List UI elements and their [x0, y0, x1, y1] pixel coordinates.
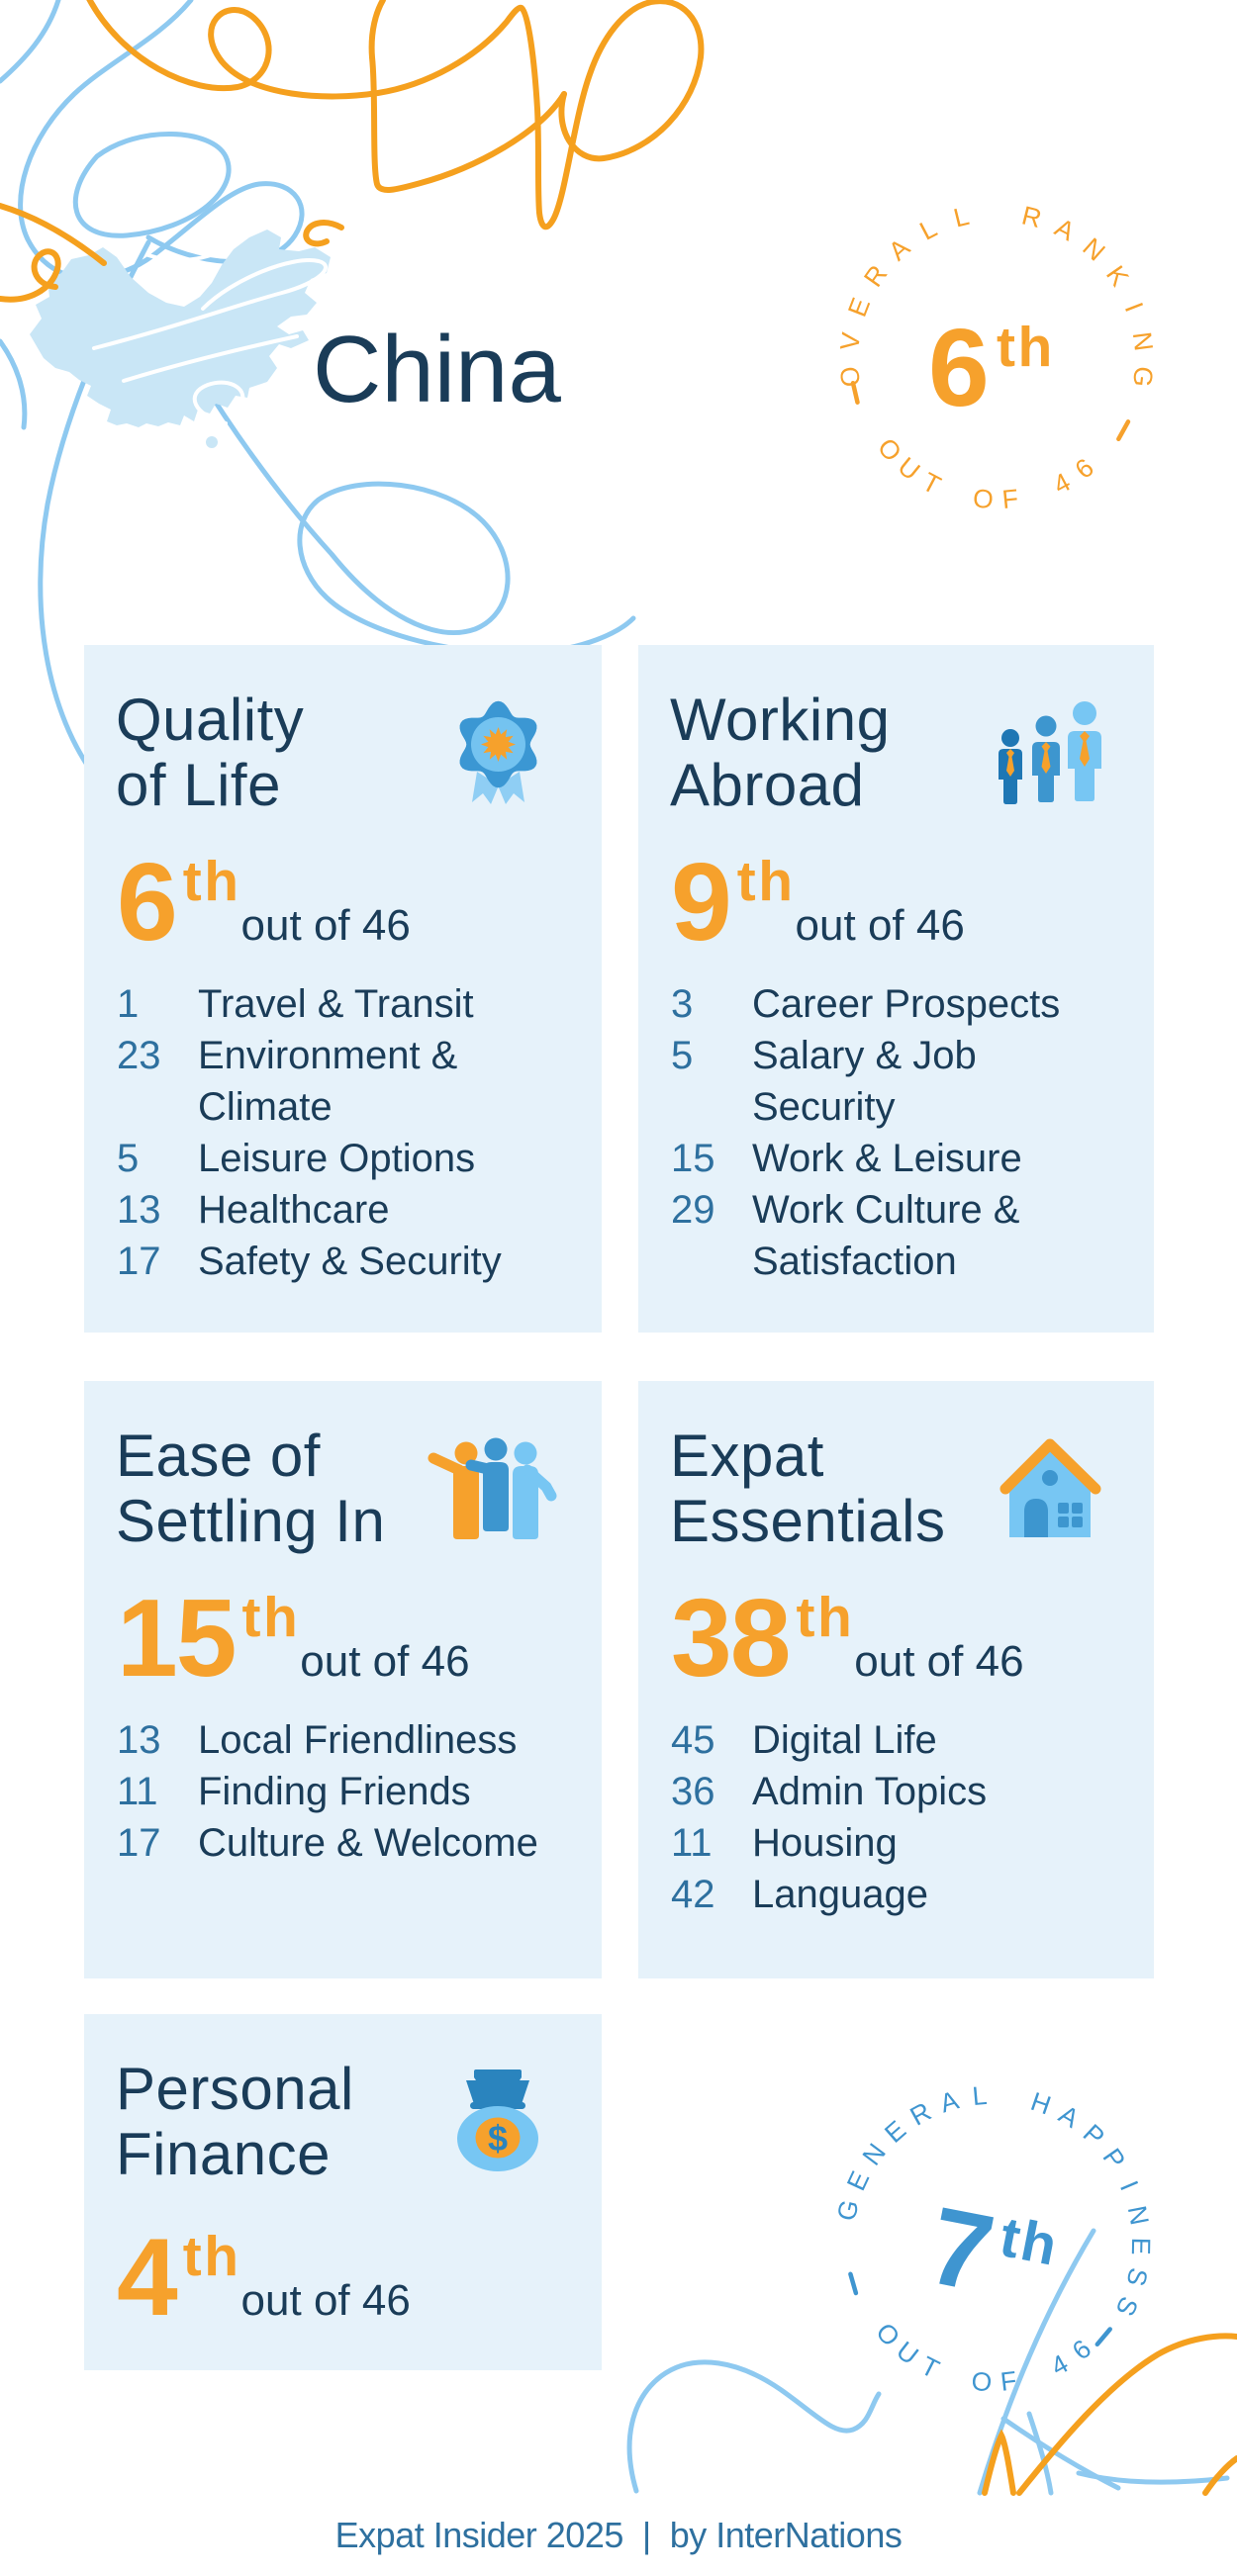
svg-text:R: R — [1019, 200, 1045, 233]
svg-text:6: 6 — [928, 307, 988, 429]
svg-text:E: E — [842, 294, 876, 321]
svg-text:G: G — [831, 2197, 865, 2224]
svg-text:E: E — [1126, 2238, 1156, 2255]
svg-text:T: T — [916, 2350, 944, 2384]
svg-text:O: O — [971, 2366, 994, 2398]
svg-text:R: R — [905, 2096, 936, 2132]
svg-text:7: 7 — [919, 2183, 1000, 2315]
svg-text:S: S — [1110, 2292, 1145, 2321]
svg-text:S: S — [1121, 2265, 1154, 2289]
svg-text:F: F — [1000, 484, 1019, 514]
svg-text:O: O — [972, 483, 995, 514]
svg-text:$: $ — [488, 2118, 508, 2159]
svg-text:H: H — [1027, 2086, 1055, 2121]
svg-text:th: th — [997, 316, 1055, 379]
svg-text:G: G — [1127, 365, 1159, 389]
svg-text:N: N — [856, 2138, 891, 2170]
svg-text:L: L — [951, 201, 972, 233]
svg-text:V: V — [834, 330, 866, 352]
svg-text:6: 6 — [1067, 2334, 1097, 2365]
svg-text:T: T — [917, 467, 945, 501]
svg-text:I: I — [1114, 2176, 1144, 2195]
svg-text:N: N — [1127, 330, 1159, 353]
svg-text:N: N — [1077, 232, 1110, 267]
svg-text:P: P — [1097, 2143, 1132, 2174]
svg-text:K: K — [1100, 260, 1135, 292]
svg-text:E: E — [879, 2115, 911, 2149]
svg-text:6: 6 — [1070, 452, 1099, 485]
svg-text:I: I — [1119, 299, 1150, 317]
svg-text:R: R — [858, 259, 894, 292]
svg-text:4: 4 — [1048, 467, 1075, 500]
svg-text:th: th — [995, 2205, 1064, 2278]
svg-text:O: O — [834, 365, 866, 389]
svg-text:L: L — [971, 2080, 988, 2111]
svg-text:A: A — [1050, 213, 1080, 247]
svg-text:A: A — [883, 232, 915, 266]
svg-text:A: A — [1054, 2099, 1085, 2134]
svg-text:4: 4 — [1046, 2348, 1073, 2381]
svg-text:N: N — [1122, 2203, 1155, 2228]
svg-text:E: E — [841, 2166, 876, 2195]
svg-text:F: F — [999, 2365, 1018, 2397]
svg-text:P: P — [1078, 2118, 1110, 2152]
svg-text:A: A — [936, 2085, 962, 2119]
svg-text:L: L — [915, 213, 942, 245]
